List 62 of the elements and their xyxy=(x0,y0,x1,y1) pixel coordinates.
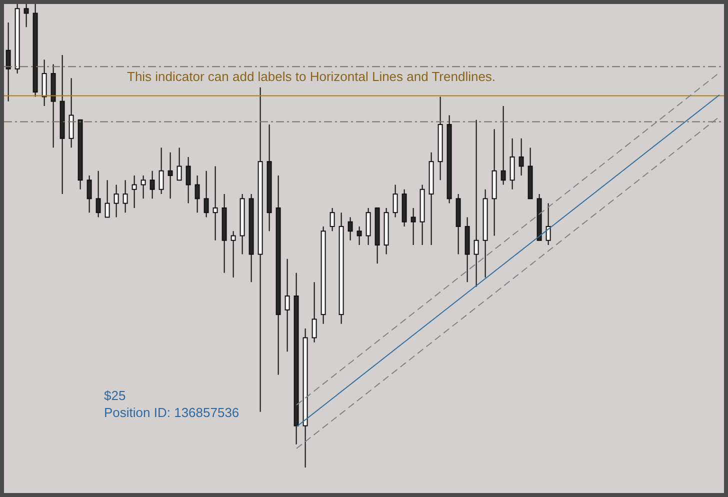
candlestick xyxy=(96,170,101,218)
candlestick xyxy=(266,124,272,232)
candlestick xyxy=(60,54,65,195)
annotation: Position ID: 136857536 xyxy=(104,405,240,420)
candlestick xyxy=(122,180,128,214)
candlestick xyxy=(366,207,371,246)
candlestick xyxy=(320,226,326,324)
candlestick xyxy=(500,105,506,186)
candlestick xyxy=(284,258,290,352)
candlestick xyxy=(132,175,137,208)
candlestick xyxy=(276,175,281,376)
candlestick xyxy=(464,216,470,283)
candlestick xyxy=(32,4,38,98)
candlestick xyxy=(392,184,398,218)
candlestick xyxy=(42,59,47,106)
candlestick xyxy=(294,272,299,445)
candlestick xyxy=(482,188,488,278)
candlestick xyxy=(410,207,416,246)
candlestick xyxy=(330,207,335,232)
candlestick xyxy=(14,4,20,74)
annotation: $25 xyxy=(104,388,126,403)
candlestick xyxy=(456,194,461,255)
candlestick xyxy=(194,175,200,214)
candlestick xyxy=(492,128,497,236)
candlestick xyxy=(158,147,164,195)
candlestick xyxy=(222,194,227,274)
candlestick xyxy=(240,194,245,255)
candlestick xyxy=(312,282,317,343)
candlestick xyxy=(348,216,353,241)
candlestick xyxy=(384,207,389,255)
candlestick xyxy=(24,4,29,28)
candlestick xyxy=(528,147,533,200)
candlestick xyxy=(168,152,173,200)
candlestick xyxy=(374,207,380,264)
candlestick xyxy=(546,202,551,246)
candlestick xyxy=(438,96,443,181)
candlestick xyxy=(474,119,479,288)
candlestick xyxy=(230,230,236,278)
candlestick xyxy=(248,194,254,283)
candlestick xyxy=(150,170,155,200)
candlestick xyxy=(176,147,182,181)
candlestick xyxy=(356,226,362,246)
candlestick xyxy=(338,212,344,324)
candlestick xyxy=(114,184,119,218)
candlestick xyxy=(186,156,191,204)
candlestick xyxy=(6,22,11,102)
candlestick xyxy=(446,114,452,204)
candlestick xyxy=(212,166,218,241)
candlestick xyxy=(258,86,263,412)
candlestick xyxy=(402,188,407,227)
candlestick xyxy=(420,184,425,246)
candlestick xyxy=(510,138,515,190)
candlestick xyxy=(302,328,308,468)
candlestick xyxy=(428,152,434,246)
candlestick xyxy=(140,175,146,200)
candlestick xyxy=(50,64,56,148)
candlestick xyxy=(68,78,74,148)
candlestick xyxy=(104,180,110,218)
annotation: This indicator can add labels to Horizontal Lines and Trendlines. xyxy=(127,69,496,84)
candlestick xyxy=(204,170,209,218)
candlestick xyxy=(86,175,92,214)
candlestick xyxy=(518,138,524,176)
